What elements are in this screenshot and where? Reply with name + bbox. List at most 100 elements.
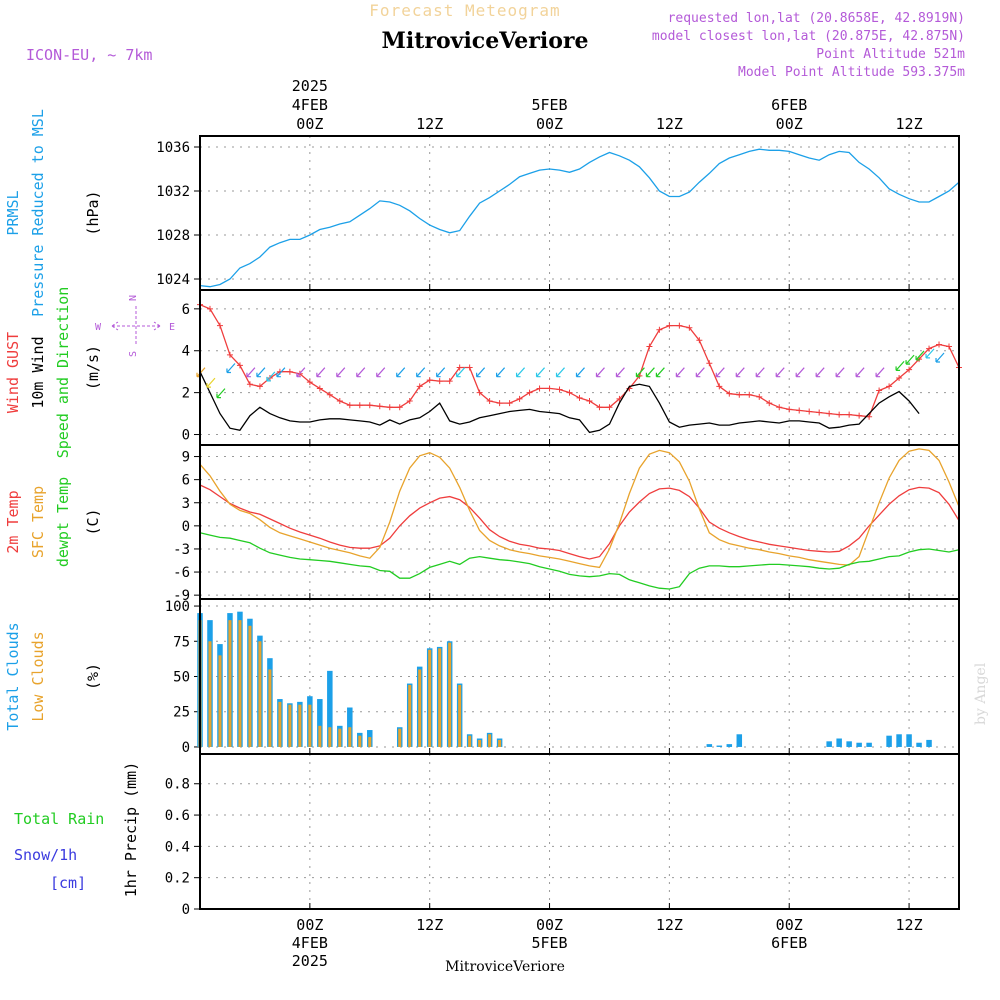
gust-marker (426, 377, 433, 384)
y-tick-label: 6 (182, 473, 190, 489)
wind-barb (775, 367, 785, 378)
y-tick-label: 1032 (156, 184, 190, 200)
cloud-bar-total (327, 670, 333, 747)
cloud-bar-total (866, 742, 872, 747)
y-tick-label: 0 (182, 428, 190, 444)
cloud-bar-total (706, 744, 713, 747)
gust-marker (506, 400, 513, 407)
wind-barb (226, 363, 236, 374)
wind-panel: 0 2 4 6 Wind GUST 10m Wind Speed and Direction… (4, 287, 962, 459)
gust-marker (516, 395, 523, 402)
wind-barb (276, 367, 286, 378)
gust-marker (676, 322, 683, 329)
y-tick-label: 0.8 (165, 777, 190, 793)
time-label-bottom: 12Z (656, 916, 683, 934)
y-tick-label: 0.2 (165, 871, 190, 887)
cloud-bar-low (288, 704, 292, 747)
y-label: Low Clouds (29, 631, 47, 721)
wind-barb (615, 367, 625, 378)
cloud-bar-low (478, 739, 482, 747)
cloud-bar-total (726, 744, 733, 747)
cloud-bar-total (886, 735, 892, 747)
gust-marker (746, 391, 753, 398)
gust-marker (416, 383, 423, 390)
y-label: Speed and Direction (54, 287, 72, 459)
cloud-bar-total (926, 739, 932, 747)
time-label-bottom: 2025 (292, 952, 328, 970)
series-line-main (199, 148, 960, 288)
gust-marker (466, 364, 473, 371)
cloud-bar-total (826, 741, 832, 747)
cloud-bar-low (298, 704, 302, 747)
y-tick-label: -3 (173, 542, 190, 558)
wind-barb (655, 367, 665, 378)
time-label-top: 12Z (416, 115, 443, 133)
y-tick-label: 1028 (156, 228, 190, 244)
time-label-top: 5FEB (531, 96, 567, 114)
y-tick-label: 75 (173, 634, 190, 650)
cloud-bar-low (218, 655, 222, 747)
gust-marker (886, 383, 893, 390)
cloud-bar-low (368, 737, 372, 747)
wind-barb (675, 367, 685, 378)
gust-marker (786, 406, 793, 413)
wind-barb (695, 367, 705, 378)
cloud-bar-low (398, 728, 402, 747)
wind-barb (755, 367, 765, 378)
wind-barb (376, 367, 386, 378)
wind-barb (645, 367, 655, 378)
cloud-bar-low (248, 625, 252, 747)
y-tick-label: 0.6 (165, 808, 190, 824)
gust-marker (496, 400, 503, 407)
wind-barb (396, 367, 406, 378)
gust-marker (766, 400, 773, 407)
y-label: [cm] (50, 874, 86, 892)
gust-marker (646, 343, 653, 350)
time-label-bottom: 00Z (536, 916, 563, 934)
gust-marker (756, 393, 763, 400)
y-label: (m/s) (84, 345, 102, 390)
series-line-2m (199, 484, 960, 560)
time-label-bottom: 4FEB (292, 934, 328, 952)
cloud-bar-low (418, 669, 422, 747)
gust-marker (556, 386, 563, 393)
y-tick-label: 1036 (156, 140, 190, 156)
cloud-bar-total (317, 699, 323, 747)
cloud-bar-total (836, 738, 842, 747)
y-tick-label: 3 (182, 496, 190, 512)
gust-marker (336, 398, 343, 405)
temperature-panel: -9 -6 -3 0 3 6 9 2m Temp SFC Temp dewpt Temp (C) (4, 444, 960, 604)
point-altitude: Point Altitude 521m (816, 47, 965, 62)
station-title: MitroviceVeriore (382, 28, 589, 54)
y-tick-label: 9 (182, 450, 190, 466)
wind-barb (216, 388, 226, 399)
gust-marker (776, 404, 783, 411)
cloud-bar-total (716, 745, 723, 747)
gust-marker (226, 351, 233, 358)
time-label-top: 6FEB (771, 96, 807, 114)
cloud-bar-low (358, 735, 362, 747)
gust-marker (736, 391, 743, 398)
y-label: Snow/1h (14, 846, 77, 864)
y-label: dewpt Temp (54, 477, 72, 567)
wind-barb (356, 367, 366, 378)
gust-marker (486, 398, 493, 405)
gust-marker (816, 409, 823, 416)
wind-barb (416, 367, 426, 378)
time-label-top: 00Z (536, 115, 563, 133)
gust-marker (596, 404, 603, 411)
gust-marker (326, 391, 333, 398)
gust-marker (406, 398, 413, 405)
gust-marker (606, 404, 613, 411)
time-label-top: 00Z (776, 115, 803, 133)
time-label-bottom: 5FEB (531, 934, 567, 952)
y-tick-label: 1024 (156, 272, 190, 288)
cloud-bar-low (258, 641, 262, 747)
gust-marker (436, 378, 443, 385)
compass-rose: N S W E (95, 295, 175, 357)
cloud-bar-low (228, 620, 232, 747)
gust-marker (256, 383, 263, 390)
series-line-dewpt (199, 532, 960, 590)
y-tick-label: 4 (182, 344, 190, 360)
y-label: 2m Temp (4, 490, 22, 553)
